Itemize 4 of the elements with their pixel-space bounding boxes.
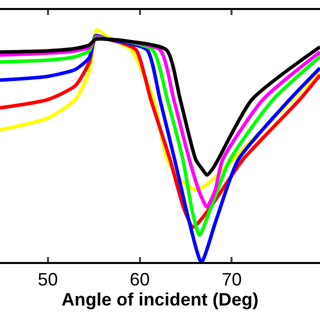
x-tick-label: 60 bbox=[130, 270, 150, 290]
x-tick-label: 70 bbox=[222, 270, 242, 290]
x-tick-label: 50 bbox=[38, 270, 58, 290]
x-axis-title: Angle of incident (Deg) bbox=[62, 290, 258, 310]
